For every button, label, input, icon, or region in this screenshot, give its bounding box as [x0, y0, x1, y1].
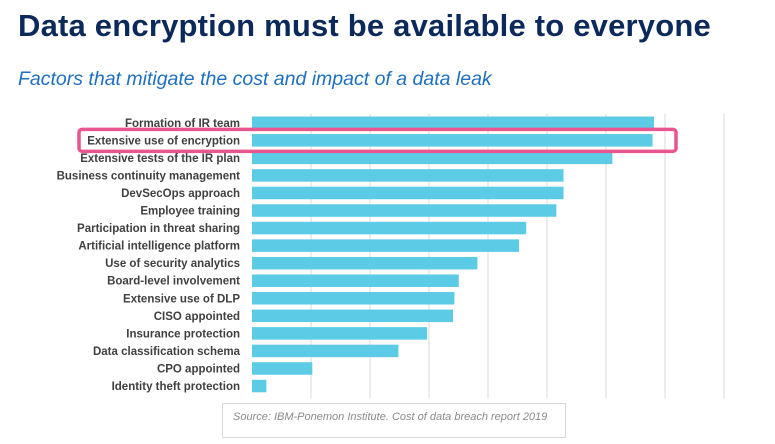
category-label: Insurance protection: [126, 328, 240, 340]
bar: [252, 169, 564, 182]
category-label: Business continuity management: [57, 170, 241, 182]
category-label: CPO appointed: [157, 363, 240, 375]
bar: [252, 204, 557, 217]
category-label: Identity theft protection: [112, 381, 240, 393]
category-label: Board-level involvement: [107, 276, 240, 288]
bar: [252, 221, 527, 235]
bar: [252, 116, 654, 130]
bar: [252, 344, 399, 358]
bar: [252, 292, 455, 305]
category-label: Employee training: [140, 206, 240, 218]
bar: [252, 274, 459, 287]
bar: [252, 151, 613, 165]
category-label: CISO appointed: [154, 311, 240, 323]
highlight-box: [77, 127, 678, 154]
source-note: Source: IBM-Ponemon Institute. Cost of d…: [222, 403, 566, 438]
page-title: Data encryption must be available to eve…: [18, 8, 711, 43]
category-label: Formation of IR team: [125, 118, 240, 130]
bar: [252, 309, 453, 323]
category-label: DevSecOps approach: [121, 188, 240, 200]
bar: [252, 256, 478, 270]
category-label: Extensive use of DLP: [123, 293, 240, 305]
category-label: Use of security analytics: [105, 258, 240, 270]
category-label: Extensive tests of the IR plan: [80, 153, 240, 165]
bar: [252, 379, 267, 393]
bar: [252, 239, 520, 252]
bar: [252, 362, 313, 375]
page-subtitle: Factors that mitigate the cost and impac…: [18, 68, 492, 90]
bar: [252, 186, 564, 200]
bar: [252, 134, 653, 147]
bar: [252, 327, 428, 340]
category-label: Data classification schema: [93, 346, 241, 358]
category-label: Participation in threat sharing: [77, 223, 240, 235]
category-label: Extensive use of encryption: [87, 135, 240, 147]
category-label: Artificial intelligence platform: [78, 241, 240, 253]
